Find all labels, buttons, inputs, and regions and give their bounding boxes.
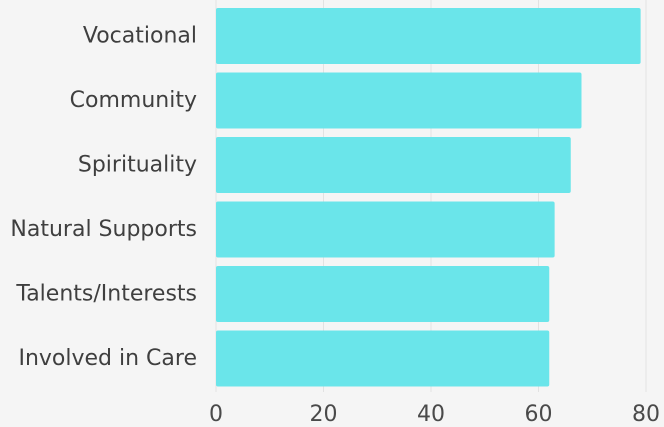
x-tick-label: 80 (632, 402, 660, 427)
bar-vocational (216, 8, 641, 64)
category-label: Involved in Care (18, 346, 197, 371)
bar-talents-interests (216, 266, 550, 322)
category-label: Natural Supports (10, 217, 197, 242)
category-labels: Vocational Community Spirituality Natural S… (10, 24, 197, 372)
bar-involved-in-care (216, 330, 550, 387)
category-label: Vocational (83, 24, 197, 49)
bar-natural-supports (216, 201, 555, 258)
grid (215, 0, 647, 392)
x-tick-label: 40 (417, 402, 445, 427)
category-label: Community (70, 88, 197, 113)
bar-community (216, 72, 582, 129)
category-label: Talents/Interests (15, 282, 197, 307)
bar-spirituality (216, 137, 571, 193)
bars (216, 8, 641, 387)
x-axis-tick-labels: 0 20 40 60 80 (209, 402, 660, 427)
x-tick-label: 20 (310, 402, 338, 427)
category-label: Spirituality (78, 153, 197, 178)
x-tick-label: 60 (525, 402, 553, 427)
x-tick-label: 0 (209, 402, 223, 427)
